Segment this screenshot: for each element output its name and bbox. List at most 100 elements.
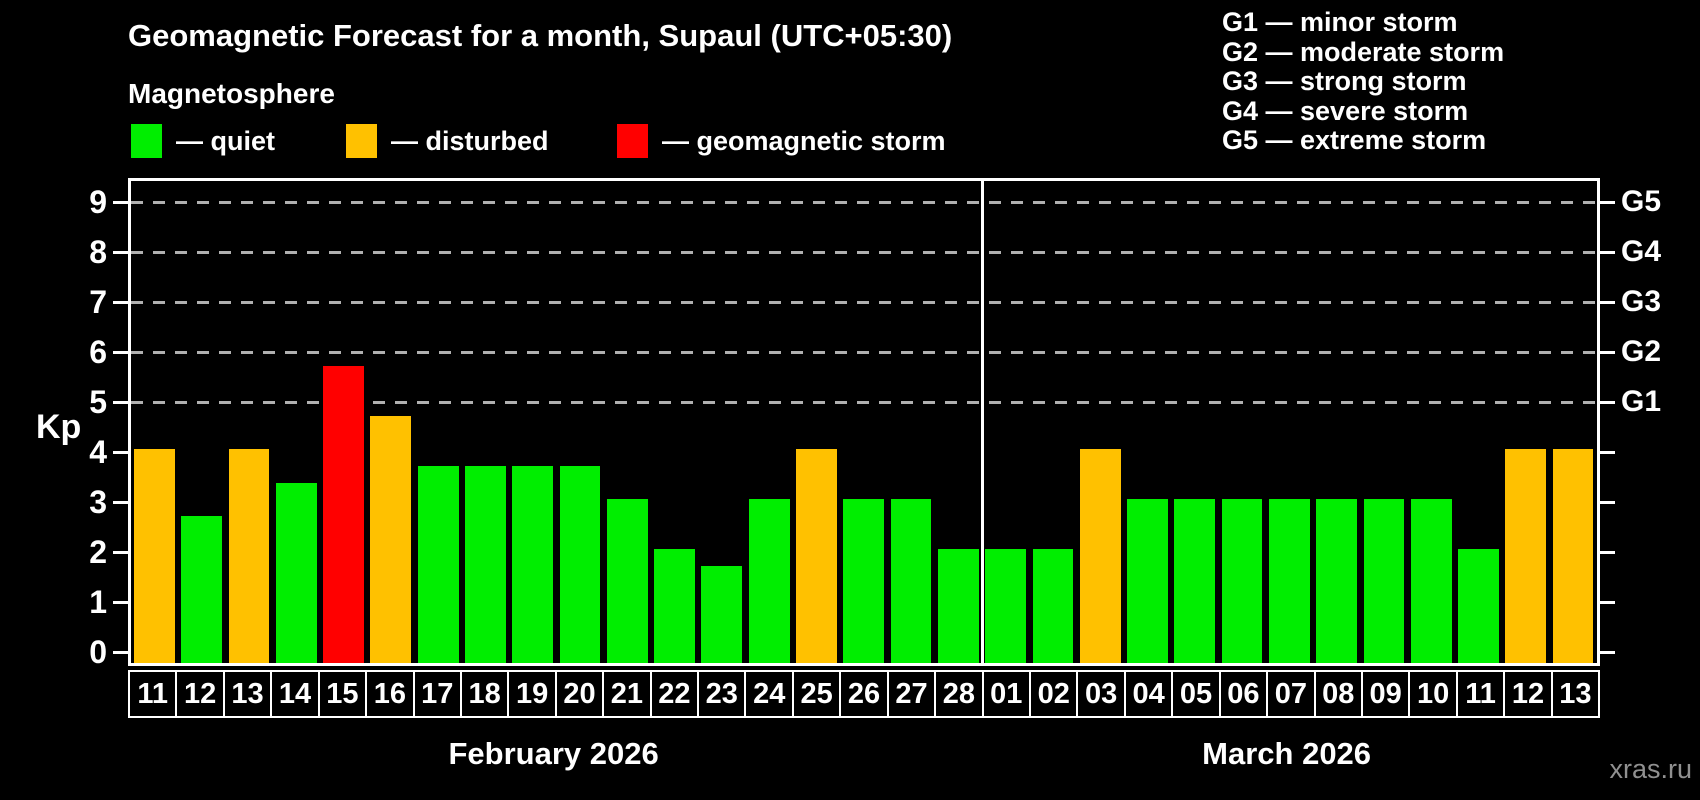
- right-tick-1: [1600, 601, 1615, 604]
- g-level-label-g3: G3: [1621, 285, 1662, 318]
- gridline-kp6: [131, 351, 1597, 354]
- date-cell: 19: [507, 670, 557, 718]
- left-tick-2: [113, 551, 128, 554]
- date-cell: 24: [744, 670, 794, 718]
- date-cell: 16: [365, 670, 415, 718]
- legend-item-disturbed: — disturbed: [346, 124, 549, 158]
- date-cell: 12: [175, 670, 225, 718]
- date-axis: 11 12 13 14 15 16 17 18 19 20 21 22 23 24 25 26 27 28 01 02…: [128, 670, 1601, 718]
- y-tick-label-7: 7: [89, 284, 107, 320]
- date-cell: 14: [270, 670, 320, 718]
- kp-bar-march-08: [1316, 499, 1358, 663]
- kp-bar-february-16: [370, 415, 412, 663]
- legend-item-quiet: — quiet: [131, 124, 275, 158]
- month-label-march: March 2026: [1202, 736, 1372, 771]
- storm-scale-line: G5 — extreme storm: [1222, 125, 1487, 155]
- g-level-label-g5: G5: [1621, 185, 1662, 218]
- y-tick-label-4: 4: [89, 434, 107, 470]
- left-tick-1: [113, 601, 128, 604]
- date-cell: 04: [1123, 670, 1174, 718]
- date-cell: 20: [554, 670, 605, 718]
- g-level-label-g1: G1: [1621, 385, 1662, 418]
- right-tick-5: [1600, 401, 1615, 404]
- chart-subtitle: Magnetosphere: [128, 78, 335, 109]
- left-tick-4: [113, 451, 128, 454]
- storm-scale-line: G2 — moderate storm: [1222, 36, 1505, 67]
- date-cell: 13: [1550, 670, 1601, 718]
- date-cell: 25: [791, 670, 842, 718]
- kp-bar-march-05: [1174, 499, 1216, 663]
- kp-bar-march-12: [1505, 449, 1547, 663]
- kp-bar-march-10: [1410, 499, 1452, 663]
- date-cell: 27: [886, 670, 937, 718]
- date-cell: 10: [1408, 670, 1458, 718]
- kp-bar-february-25: [796, 449, 837, 663]
- kp-bar-march-03: [1079, 449, 1121, 663]
- left-tick-0: [113, 651, 128, 654]
- y-tick-label-9: 9: [89, 184, 107, 220]
- right-tick-2: [1600, 551, 1615, 554]
- kp-bar-february-17: [417, 465, 459, 663]
- kp-bar-march-09: [1363, 499, 1405, 663]
- kp-bar-february-14: [275, 482, 317, 663]
- left-tick-9: [113, 201, 128, 204]
- kp-bar-february-23: [701, 565, 743, 663]
- left-tick-6: [113, 351, 128, 354]
- quiet-swatch-icon: [131, 124, 162, 158]
- watermark: xras.ru: [1609, 754, 1692, 784]
- kp-bar-march-02: [1032, 549, 1074, 663]
- left-tick-5: [113, 401, 128, 404]
- kp-bar-march-11: [1458, 549, 1499, 663]
- left-tick-8: [113, 251, 128, 254]
- kp-bar-february-26: [843, 499, 885, 663]
- date-cell: 01: [981, 670, 1032, 718]
- kp-bar-february-19: [512, 465, 554, 663]
- y-tick-label-1: 1: [89, 584, 107, 620]
- legend-item-storm: — geomagnetic storm: [617, 124, 946, 158]
- kp-bar-february-27: [890, 499, 932, 663]
- chart-title: Geomagnetic Forecast for a month, Supaul…: [128, 18, 953, 53]
- date-cell: 21: [602, 670, 652, 718]
- y-tick-label-6: 6: [89, 334, 107, 370]
- storm-scale-line: G4 — severe storm: [1222, 95, 1469, 126]
- date-cell: 11: [128, 670, 178, 718]
- y-tick-label-8: 8: [89, 234, 107, 270]
- kp-bar-march-07: [1268, 499, 1310, 663]
- disturbed-swatch-icon: [346, 124, 377, 158]
- g-level-label-g4: G4: [1621, 235, 1662, 268]
- kp-bar-february-21: [606, 499, 648, 663]
- date-cell: 22: [649, 670, 700, 718]
- right-tick-9: [1600, 201, 1615, 204]
- left-tick-7: [113, 301, 128, 304]
- right-tick-6: [1600, 351, 1615, 354]
- right-tick-7: [1600, 301, 1615, 304]
- date-cell: 13: [222, 670, 273, 718]
- plot-area: [128, 178, 1600, 666]
- right-tick-8: [1600, 251, 1615, 254]
- kp-bar-february-20: [559, 465, 601, 663]
- date-cell: 06: [1218, 670, 1269, 718]
- kp-bar-february-28: [937, 549, 979, 663]
- gridline-kp7: [131, 301, 1597, 304]
- g-level-label-g2: G2: [1621, 335, 1662, 368]
- kp-bar-february-11: [134, 449, 175, 663]
- y-axis-label: Kp: [36, 408, 82, 446]
- storm-scale-legend: G1 — minor storm G2 — moderate storm G3 — …: [1222, 7, 1505, 156]
- kp-bar-february-13: [228, 449, 270, 663]
- y-tick-label-3: 3: [89, 484, 107, 520]
- kp-bar-february-12: [181, 515, 223, 663]
- date-cell: 26: [839, 670, 889, 718]
- date-cell: 23: [697, 670, 747, 718]
- legend-item-label: — disturbed: [391, 125, 549, 156]
- date-cell: 11: [1455, 670, 1506, 718]
- date-cell: 07: [1266, 670, 1316, 718]
- kp-bar-february-18: [465, 465, 506, 663]
- left-tick-3: [113, 501, 128, 504]
- kp-bar-march-04: [1127, 499, 1168, 663]
- date-cell: 09: [1360, 670, 1411, 718]
- legend-item-label: — quiet: [176, 125, 275, 156]
- y-tick-label-0: 0: [89, 634, 107, 670]
- month-label-february: February 2026: [448, 736, 659, 771]
- y-tick-label-2: 2: [89, 534, 107, 570]
